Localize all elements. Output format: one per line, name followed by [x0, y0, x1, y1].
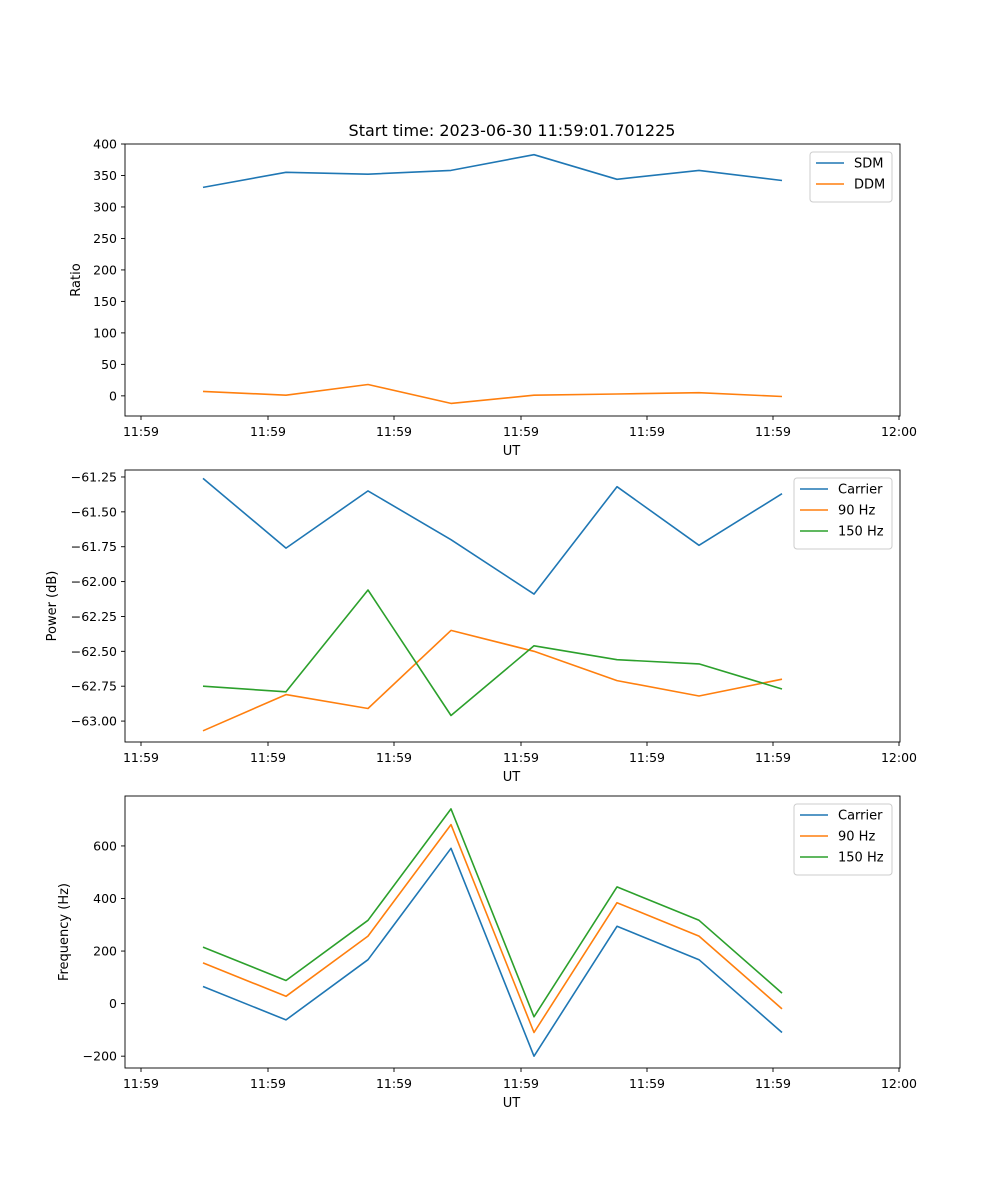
y-axis-label: Ratio — [69, 263, 84, 296]
legend-label: Carrier — [838, 483, 883, 498]
y-tick-label: 0 — [109, 388, 117, 403]
x-tick-label: 11:59 — [376, 750, 412, 765]
y-tick-label: −62.75 — [71, 679, 117, 694]
y-tick-label: −61.25 — [71, 469, 117, 484]
legend-label: Carrier — [838, 809, 883, 824]
y-tick-label: 350 — [93, 168, 117, 183]
y-tick-label: 0 — [109, 996, 117, 1011]
x-axis-label: UT — [503, 1096, 521, 1111]
legend-label: SDM — [854, 157, 883, 172]
y-tick-label: −61.75 — [71, 539, 117, 554]
y-tick-label: 400 — [93, 137, 117, 152]
y-tick-label: −61.50 — [71, 504, 117, 519]
y-tick-label: 200 — [93, 262, 117, 277]
axes-frame — [124, 469, 901, 743]
x-tick-label: 11:59 — [503, 750, 539, 765]
y-tick-label: 600 — [93, 838, 117, 853]
legend-label: 90 Hz — [838, 830, 875, 845]
x-tick-label: 11:59 — [755, 750, 791, 765]
y-tick-label: 100 — [93, 325, 117, 340]
y-axis-label: Frequency (Hz) — [57, 883, 72, 981]
x-tick-label: 11:59 — [123, 1076, 159, 1091]
x-tick-label: 11:59 — [250, 424, 286, 439]
series-line-90-hz — [202, 629, 783, 732]
axes-frame — [124, 143, 901, 417]
legend-box — [809, 151, 893, 203]
x-axis-label: UT — [503, 444, 521, 459]
series-line-sdm — [202, 153, 783, 189]
series-line-carrier — [202, 477, 783, 595]
x-tick-label: 12:00 — [881, 424, 917, 439]
chart-panels: 11:59 11:59 11:59 11:59 11:59 11:59 12:00 UT 0 50… — [45, 137, 917, 1112]
y-tick-label: 150 — [93, 294, 117, 309]
x-tick-label: 11:59 — [123, 750, 159, 765]
series-line-ddm — [202, 383, 783, 405]
legend-label: DDM — [854, 178, 885, 193]
y-tick-label: −62.25 — [71, 609, 117, 624]
y-tick-label: −63.00 — [71, 714, 117, 729]
x-tick-label: 11:59 — [755, 424, 791, 439]
x-tick-label: 12:00 — [881, 1076, 917, 1091]
y-tick-label: 250 — [93, 231, 117, 246]
x-tick-label: 12:00 — [881, 750, 917, 765]
x-axis-label: UT — [503, 770, 521, 785]
series-line-carrier — [202, 847, 783, 1057]
series-line-90-hz — [202, 823, 783, 1034]
x-tick-label: 11:59 — [376, 1076, 412, 1091]
chart-panel-3: 11:59 11:59 11:59 11:59 11:59 11:59 12:00 UT −20… — [57, 795, 917, 1111]
x-tick-label: 11:59 — [629, 750, 665, 765]
x-tick-label: 11:59 — [503, 424, 539, 439]
x-tick-label: 11:59 — [629, 1076, 665, 1091]
y-tick-label: 400 — [93, 891, 117, 906]
chart-panel-1: 11:59 11:59 11:59 11:59 11:59 11:59 12:00 UT 0 50… — [69, 137, 917, 460]
legend-label: 90 Hz — [838, 504, 875, 519]
y-tick-label: 200 — [93, 944, 117, 959]
y-tick-label: 300 — [93, 199, 117, 214]
x-tick-label: 11:59 — [503, 1076, 539, 1091]
y-axis-label: Power (dB) — [45, 571, 60, 642]
x-tick-label: 11:59 — [123, 424, 159, 439]
chart-panel-2: 11:59 11:59 11:59 11:59 11:59 11:59 12:00 UT −61… — [45, 469, 917, 785]
x-tick-label: 11:59 — [629, 424, 665, 439]
legend-label: 150 Hz — [838, 525, 884, 540]
x-tick-label: 11:59 — [250, 1076, 286, 1091]
chart-title: Start time: 2023-06-30 11:59:01.701225 — [349, 121, 676, 140]
y-tick-label: −200 — [83, 1049, 117, 1064]
x-tick-label: 11:59 — [755, 1076, 791, 1091]
axes-frame — [124, 795, 901, 1069]
x-tick-label: 11:59 — [376, 424, 412, 439]
y-tick-label: 50 — [101, 357, 117, 372]
series-line-150-hz — [202, 589, 783, 717]
legend-label: 150 Hz — [838, 851, 884, 866]
series-line-150-hz — [202, 808, 783, 1018]
y-tick-label: −62.50 — [71, 644, 117, 659]
x-tick-label: 11:59 — [250, 750, 286, 765]
y-tick-label: −62.00 — [71, 574, 117, 589]
